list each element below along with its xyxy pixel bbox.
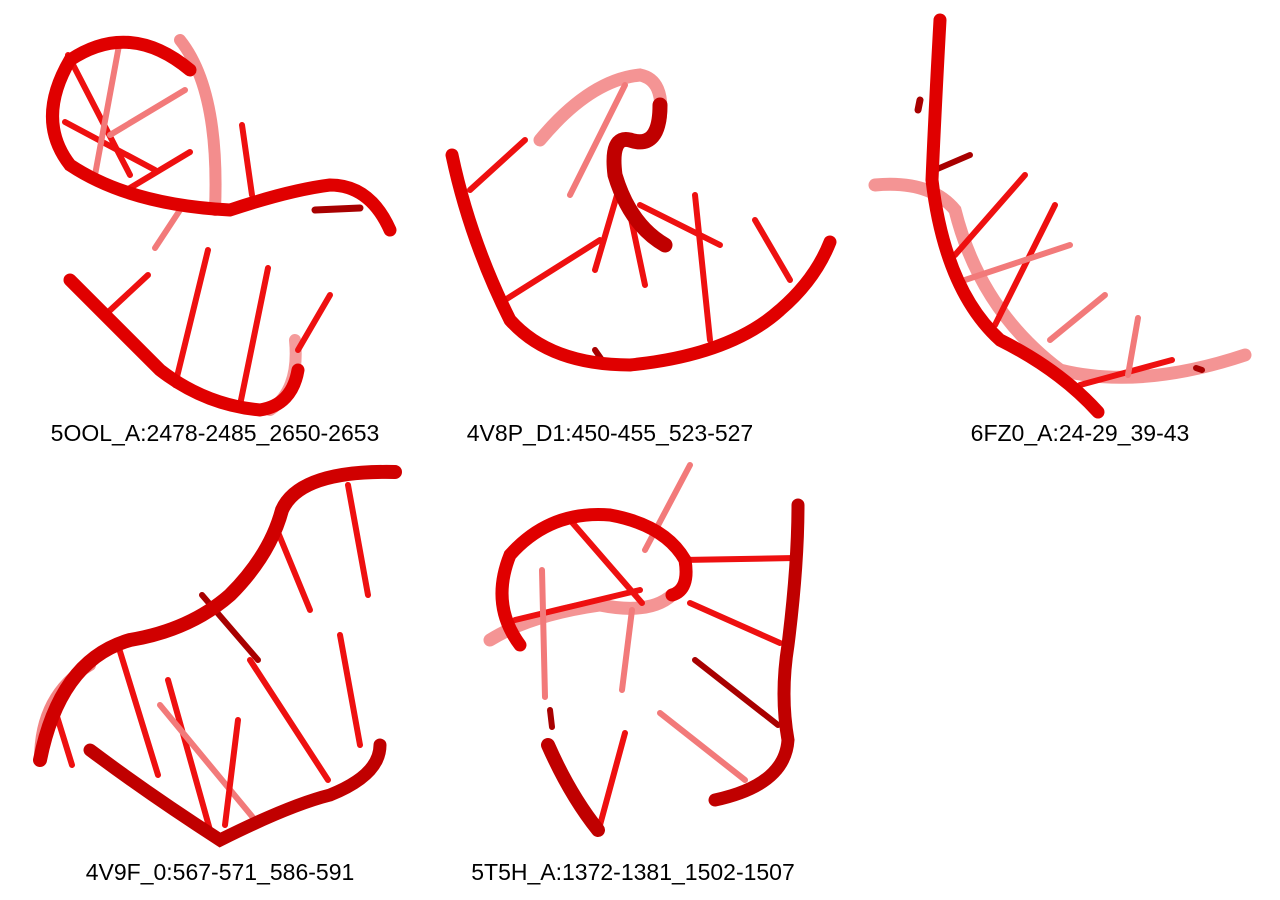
structure-panel-4: 4V9F_0:567-571_586-591 xyxy=(30,455,420,890)
rna-cartoon-image xyxy=(483,462,805,837)
rna-cartoon-image xyxy=(445,68,837,372)
structure-label: 5T5H_A:1372-1381_1502-1507 xyxy=(471,859,795,885)
rna-cartoon-image xyxy=(46,34,397,417)
structure-label: 4V8P_D1:450-455_523-527 xyxy=(466,420,754,446)
rna-cartoon-image xyxy=(33,464,402,848)
structure-label: 5OOL_A:2478-2485_2650-2653 xyxy=(50,420,380,446)
structure-panel-5: 5T5H_A:1372-1381_1502-1507 xyxy=(450,455,870,890)
structure-label: 4V9F_0:567-571_586-591 xyxy=(85,859,355,885)
rna-cartoon-image xyxy=(868,13,1252,419)
structure-label: 6FZ0_A:24-29_39-43 xyxy=(970,420,1190,446)
structure-panel-2: 4V8P_D1:450-455_523-527 xyxy=(430,10,850,450)
structure-panel-1: 5OOL_A:2478-2485_2650-2653 xyxy=(30,10,420,450)
structure-panel-3: 6FZ0_A:24-29_39-43 xyxy=(860,10,1270,450)
